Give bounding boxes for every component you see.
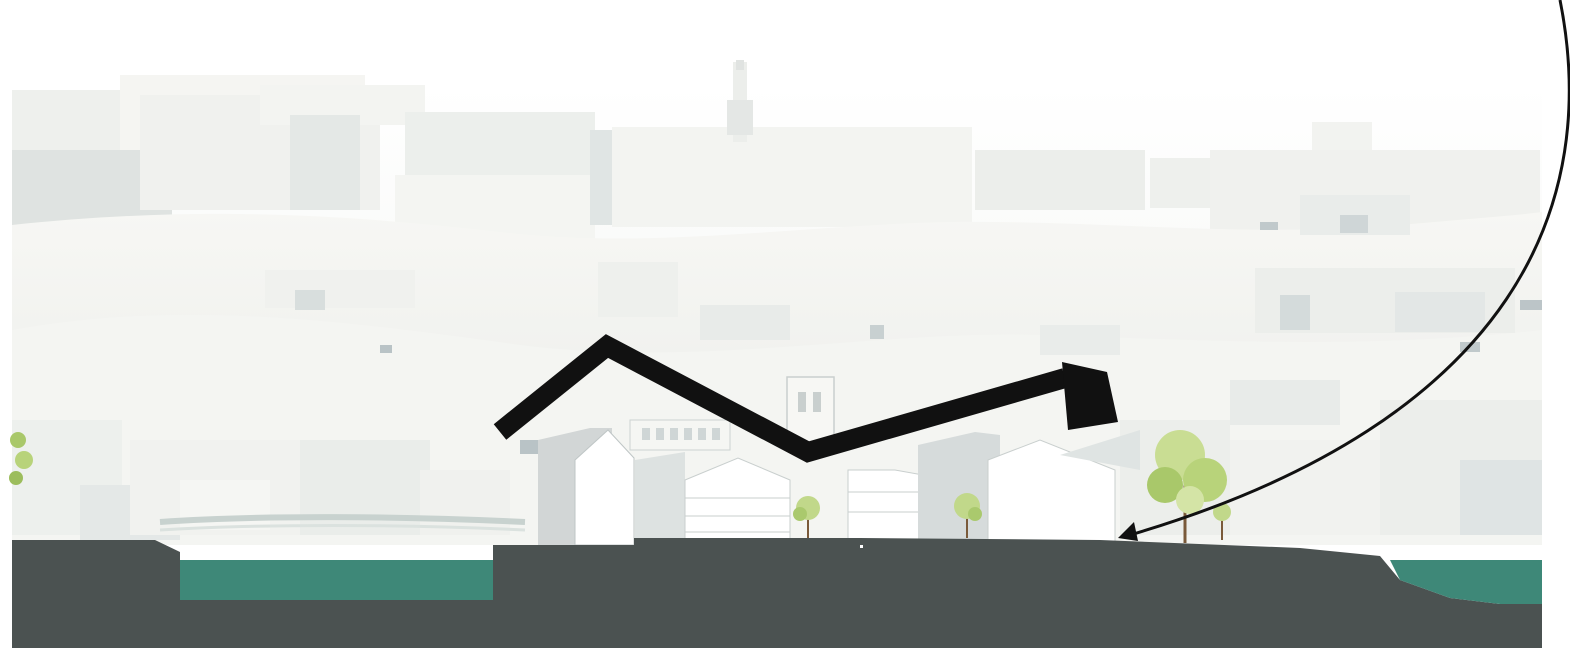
section-ground <box>12 538 1542 648</box>
tree-small-1 <box>793 496 820 538</box>
section-buildings <box>538 376 1140 546</box>
zigzag-movement-arrow <box>493 334 1118 463</box>
tree-left-edge <box>9 432 33 485</box>
river-water-right <box>1390 560 1542 604</box>
canal-water-left <box>180 560 493 600</box>
curved-view-arrow <box>1118 0 1570 541</box>
city-massing-background <box>12 60 1542 545</box>
tower <box>727 60 753 142</box>
tree-large <box>1147 430 1227 543</box>
trees <box>9 430 1231 543</box>
tree-right-small <box>1213 503 1231 540</box>
tree-small-2 <box>954 493 982 538</box>
